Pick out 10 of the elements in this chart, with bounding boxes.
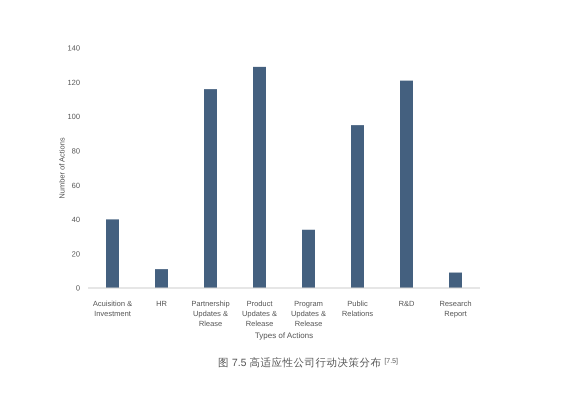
bar — [400, 80, 413, 288]
bar — [204, 89, 217, 288]
bar — [449, 272, 462, 288]
bar — [253, 66, 266, 288]
bar — [106, 219, 119, 288]
x-axis-title: Types of Actions — [254, 331, 314, 340]
caption: 图 7.5 高适应性公司行动决策分布 $^{[7.5]}$ — [218, 356, 398, 369]
bar — [155, 269, 168, 288]
bar — [351, 125, 364, 288]
bar — [302, 230, 315, 288]
